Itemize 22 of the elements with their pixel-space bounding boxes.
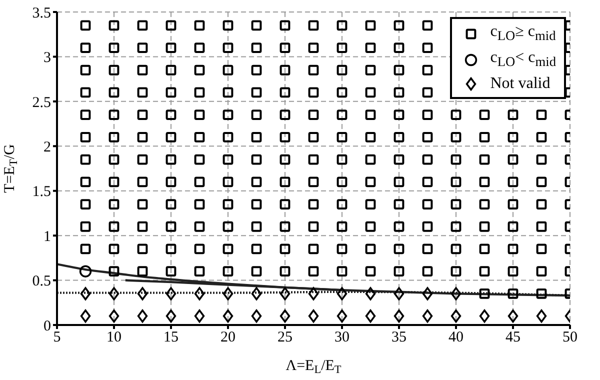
x-tick-label: 5 [53, 330, 61, 346]
x-tick-label: 25 [278, 330, 292, 346]
x-tick-label: 10 [106, 330, 122, 346]
legend-label: c$_{LO}$< c$_{mid}$ [490, 48, 556, 72]
x-tick-label: 40 [448, 330, 464, 346]
y-tick-label: 3 [44, 50, 51, 66]
x-tick-label: 35 [392, 330, 406, 346]
x-tick-label: 50 [562, 330, 578, 346]
y-tick-label: 1 [44, 228, 51, 245]
x-tick-label: 20 [220, 330, 236, 346]
y-tick-label: 0 [44, 318, 51, 334]
x-tick-label: 15 [164, 330, 178, 346]
legend-label: Not valid [490, 74, 550, 94]
y-tick-label: 2.5 [32, 94, 51, 111]
y-tick-label: 1.5 [32, 184, 51, 200]
legend-label: c$_{LO}$≥ c$_{mid}$ [490, 22, 556, 46]
x-tick-label: 30 [334, 330, 350, 346]
x-tick-label: 45 [506, 330, 520, 346]
y-tick-label: 2 [44, 139, 51, 156]
y-tick-label: 3.5 [32, 5, 51, 22]
x-axis-title: Λ=E$_{L}$/E$_{T}$ [286, 358, 342, 376]
y-tick-label: 0.5 [32, 274, 51, 290]
